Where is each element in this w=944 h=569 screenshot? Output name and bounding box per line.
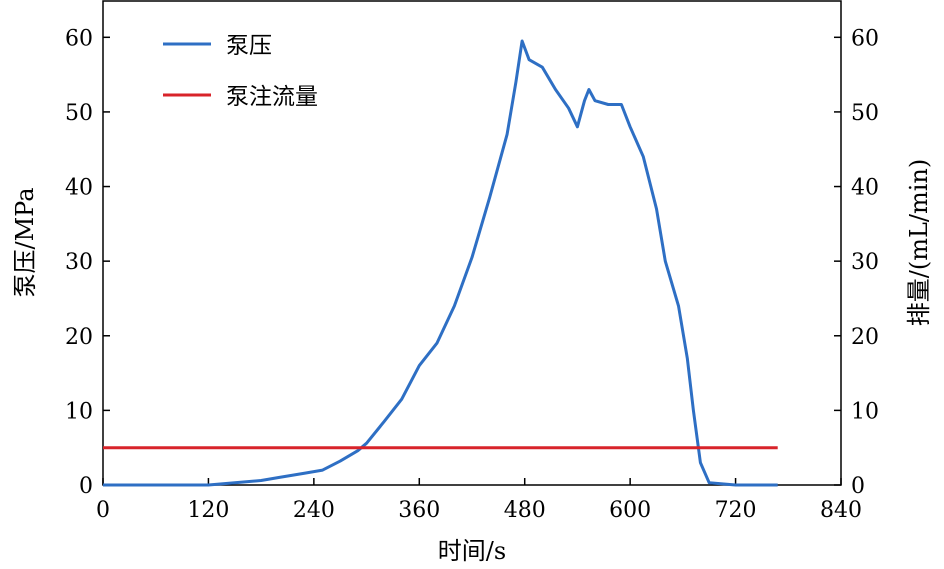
left-y-tick-label: 50 — [65, 101, 93, 126]
series-line-0 — [103, 39, 778, 487]
x-tick-label: 360 — [398, 498, 440, 523]
series-layer — [103, 39, 778, 487]
right-y-tick-label: 60 — [851, 26, 879, 51]
right-y-tick-label: 10 — [851, 399, 879, 424]
left-y-tick-label: 0 — [79, 474, 93, 499]
right-y-tick-label: 40 — [851, 176, 879, 201]
right-y-tick-label: 20 — [851, 325, 879, 350]
right-y-axis: 0 10 20 30 40 50 60 — [834, 26, 879, 499]
left-y-tick-label: 10 — [65, 399, 93, 424]
x-tick-label: 120 — [187, 498, 229, 523]
x-axis-title: 时间/s — [438, 537, 506, 565]
right-y-tick-label: 50 — [851, 101, 879, 126]
left-y-axis-title: 泵压/MPa — [11, 187, 39, 297]
left-y-tick-label: 30 — [65, 250, 93, 275]
left-y-tick-label: 40 — [65, 176, 93, 201]
legend-label-0: 泵压 — [226, 33, 272, 59]
x-tick-label: 240 — [293, 498, 335, 523]
right-y-tick-label: 30 — [851, 250, 879, 275]
left-y-axis: 0 10 20 30 40 50 60 — [65, 26, 110, 499]
x-tick-label: 840 — [820, 498, 862, 523]
plot-frame — [102, 0, 842, 486]
x-tick-label: 480 — [504, 498, 546, 523]
left-y-tick-label: 60 — [65, 26, 93, 51]
x-tick-label: 600 — [609, 498, 651, 523]
x-tick-label: 0 — [96, 498, 110, 523]
right-y-tick-label: 0 — [851, 474, 865, 499]
legend-label-1: 泵注流量 — [226, 84, 318, 110]
right-y-axis-title: 排量/(mL/min) — [905, 159, 933, 326]
x-tick-label: 720 — [715, 498, 757, 523]
left-y-tick-label: 20 — [65, 325, 93, 350]
